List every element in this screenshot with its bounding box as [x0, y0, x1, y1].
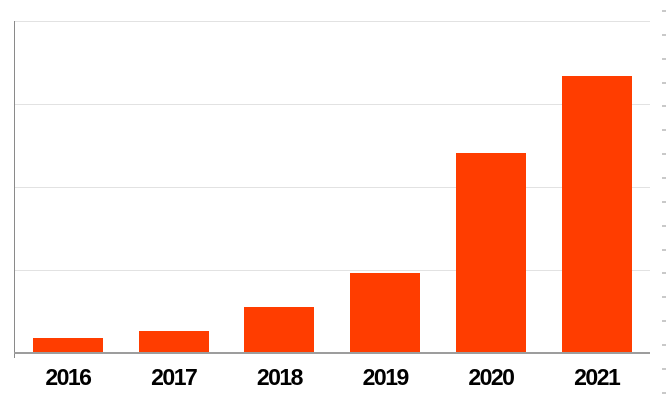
minor-tick: [662, 200, 666, 203]
minor-tick: [662, 129, 666, 132]
minor-tick: [662, 367, 666, 370]
minor-tick: [662, 177, 666, 179]
bar-2020: [455, 153, 526, 353]
minor-tick: [662, 105, 666, 108]
bar-2017: [138, 331, 209, 353]
minor-tick: [662, 57, 666, 60]
bar-2018: [244, 306, 315, 353]
bar-2019: [350, 273, 421, 353]
minor-tick: [662, 153, 666, 156]
gridline-300: [15, 104, 650, 105]
minor-tick: [662, 10, 666, 12]
minor-tick: [662, 248, 666, 251]
x-axis-label-2019: 2019: [362, 364, 410, 390]
x-axis-label-2020: 2020: [468, 364, 515, 390]
x-axis-label-2018: 2018: [256, 364, 304, 390]
gridline-200: [15, 187, 650, 188]
minor-tick: [662, 343, 666, 346]
x-axis-label-2017: 2017: [151, 364, 198, 390]
y-axis-line: [14, 21, 15, 358]
gridline-400: [15, 21, 650, 22]
x-axis-label-2021: 2021: [574, 364, 621, 390]
minor-tick: [662, 320, 666, 323]
x-axis-baseline: [14, 352, 650, 354]
minor-tick: [662, 391, 666, 394]
minor-tick: [662, 33, 666, 36]
minor-tick: [662, 224, 666, 227]
x-axis-label-2016: 2016: [45, 364, 92, 390]
minor-tick: [662, 272, 666, 275]
minor-tick: [662, 296, 666, 299]
bar-2016: [32, 338, 103, 353]
minor-tick: [662, 81, 666, 84]
bar-2021: [561, 75, 632, 353]
gridline-100: [15, 270, 650, 271]
